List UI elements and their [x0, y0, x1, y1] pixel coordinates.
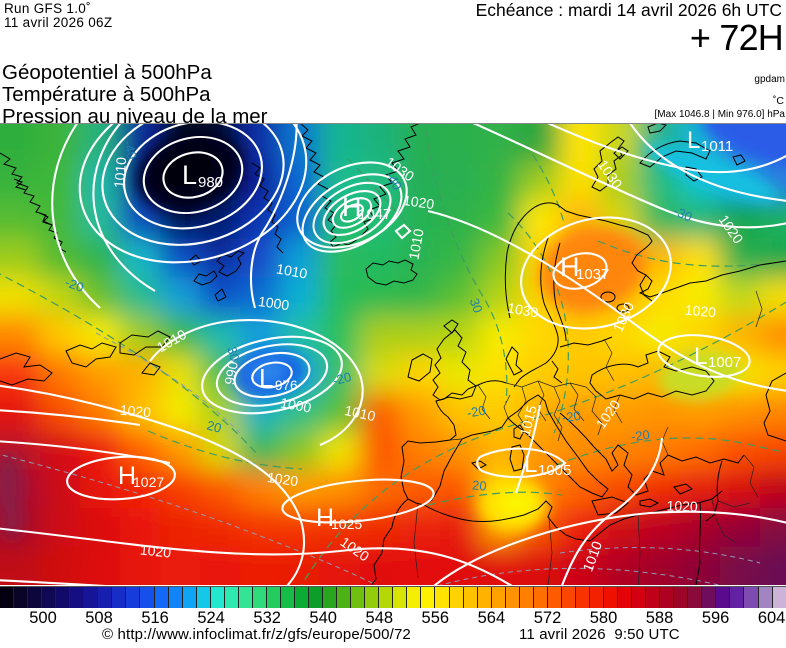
svg-text:1015: 1015 — [516, 403, 540, 437]
svg-text:-20: -20 — [466, 403, 487, 421]
svg-text:1010: 1010 — [111, 156, 130, 189]
svg-text:-20: -20 — [561, 408, 582, 425]
svg-text:976: 976 — [275, 378, 298, 393]
svg-text:1020: 1020 — [266, 469, 299, 489]
svg-text:1010: 1010 — [343, 402, 377, 424]
svg-text:-30: -30 — [671, 203, 694, 225]
svg-text:L: L — [259, 363, 273, 393]
svg-text:-20: -20 — [63, 275, 86, 296]
svg-text:30: 30 — [224, 345, 242, 363]
svg-text:-20: -20 — [630, 427, 651, 444]
svg-text:990: 990 — [221, 360, 241, 386]
svg-text:H: H — [342, 192, 362, 222]
svg-text:1010: 1010 — [275, 260, 309, 281]
svg-text:L: L — [694, 343, 707, 370]
svg-text:1025: 1025 — [331, 516, 362, 532]
svg-text:L: L — [687, 127, 700, 154]
svg-text:H: H — [560, 252, 580, 282]
svg-text:20: 20 — [472, 477, 488, 493]
svg-text:1020: 1020 — [666, 497, 698, 514]
svg-text:30: 30 — [467, 296, 486, 315]
svg-text:980: 980 — [198, 174, 223, 191]
svg-text:1020: 1020 — [119, 402, 152, 421]
svg-text:H: H — [316, 504, 334, 532]
svg-text:H: H — [118, 462, 136, 490]
svg-text:1037: 1037 — [576, 266, 609, 283]
svg-text:1020: 1020 — [684, 302, 717, 321]
svg-text:20: 20 — [205, 418, 223, 436]
svg-text:-40: -40 — [121, 139, 140, 161]
svg-text:1000: 1000 — [279, 394, 313, 415]
svg-text:1020: 1020 — [139, 541, 172, 560]
svg-text:1011: 1011 — [701, 138, 733, 155]
svg-text:L: L — [182, 160, 197, 190]
svg-text:-20: -20 — [331, 369, 353, 388]
svg-text:1005: 1005 — [538, 462, 571, 479]
svg-text:1020: 1020 — [402, 192, 435, 212]
svg-text:L: L — [524, 451, 537, 478]
svg-text:1027: 1027 — [133, 474, 164, 490]
svg-text:1000: 1000 — [257, 293, 290, 313]
svg-text:1010: 1010 — [405, 227, 426, 261]
svg-text:1047: 1047 — [358, 206, 391, 223]
svg-text:1007: 1007 — [708, 354, 741, 371]
svg-text:1030: 1030 — [506, 299, 540, 320]
